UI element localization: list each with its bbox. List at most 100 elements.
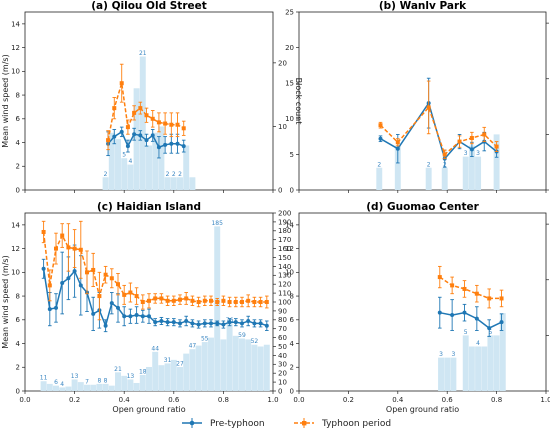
data-point [140, 300, 145, 304]
count-bar [499, 313, 506, 391]
data-point [47, 307, 52, 312]
data-point [437, 275, 442, 280]
panel-title: (c) Haidian Island [97, 201, 201, 213]
data-point [91, 311, 96, 316]
count-bar [183, 353, 190, 391]
data-point [469, 136, 474, 141]
data-point [169, 141, 174, 146]
count-bar [257, 346, 264, 391]
bar-count-label: 21 [114, 366, 122, 373]
count-bar [487, 335, 494, 391]
data-point [60, 281, 65, 286]
data-point [103, 272, 108, 277]
data-point [474, 316, 479, 321]
bar-count-label: 13 [71, 373, 79, 380]
data-point [112, 106, 117, 111]
data-point [109, 301, 114, 306]
data-point [196, 322, 201, 327]
data-point [437, 310, 442, 315]
data-point [181, 144, 186, 149]
right-y-tick-label: 0 [278, 186, 282, 194]
data-point [97, 294, 102, 299]
right-y-tick-label: 200 [278, 209, 291, 217]
count-bar [493, 335, 500, 391]
data-point [190, 298, 195, 303]
y-tick-label: 6 [290, 316, 295, 324]
data-point [178, 321, 182, 326]
data-point [252, 321, 257, 326]
y-tick-label: 0 [16, 387, 20, 395]
data-point [66, 276, 71, 281]
data-point [125, 144, 130, 149]
y-tick-label: 15 [285, 80, 294, 88]
data-point [450, 283, 455, 288]
right-y-tick-label: 40 [278, 352, 287, 360]
data-point [116, 282, 120, 287]
data-point [134, 313, 139, 318]
x-tick-label: 0.6 [442, 396, 454, 404]
count-bar [139, 56, 146, 190]
data-point [54, 246, 58, 251]
bar-count-label: 3 [439, 351, 443, 358]
count-bar [450, 357, 457, 391]
series-typhoon-period [106, 63, 186, 151]
data-point [112, 134, 117, 139]
data-point [125, 125, 130, 130]
data-point [462, 286, 467, 291]
data-point [132, 132, 137, 137]
data-point [163, 121, 168, 126]
count-bar [425, 167, 432, 190]
data-point [66, 245, 71, 250]
legend-item-typhoon-period: Typhoon period [294, 418, 391, 429]
count-bar [152, 132, 159, 190]
data-point [138, 106, 143, 111]
data-point [469, 147, 474, 152]
x-tick-label: 1.0 [267, 396, 278, 404]
data-point [103, 323, 108, 328]
right-y-tick-label: 130 [278, 272, 291, 280]
y-axis-label: Mean wind speed (m/s) [1, 255, 10, 348]
legend-marker-pre-typhoon [189, 420, 195, 426]
count-bar [170, 177, 177, 190]
data-point [134, 294, 139, 299]
y-tick-label: 4 [16, 340, 21, 348]
count-bar [214, 226, 221, 391]
count-bar [65, 386, 72, 391]
y-tick-label: 0 [290, 387, 294, 395]
count-bar [96, 383, 103, 391]
y-tick-label: 8 [16, 292, 20, 300]
data-point [169, 122, 174, 127]
data-point [175, 122, 180, 127]
x-axis-label: Open ground ratio [112, 405, 185, 414]
count-bar [90, 384, 97, 391]
y-tick-label: 12 [285, 245, 294, 253]
data-point [165, 320, 170, 325]
count-bar [201, 342, 208, 391]
y-tick-label: 6 [16, 115, 21, 123]
count-bar [263, 344, 270, 391]
right-y-tick-label: 150 [278, 254, 291, 262]
count-bar [158, 126, 165, 190]
count-bar [376, 167, 383, 190]
panel-title: (d) Guomao Center [366, 201, 479, 213]
y-axis-label: Mean wind speed (m/s) [1, 54, 10, 147]
data-point [128, 314, 133, 319]
count-bar [146, 145, 152, 190]
count-bar [133, 88, 140, 190]
bar-count-label: 52 [251, 338, 259, 345]
count-bar [475, 156, 482, 190]
data-point [202, 321, 207, 326]
count-bar [164, 363, 171, 391]
data-point [227, 300, 232, 304]
count-bar [239, 338, 245, 391]
bar-count-label: 6 [54, 379, 58, 386]
count-bar [139, 374, 146, 391]
x-tick-label: 0.8 [218, 396, 229, 404]
data-point [457, 139, 462, 144]
right-y-tick-label: 110 [278, 290, 291, 298]
series-line [42, 231, 267, 303]
data-point [122, 292, 127, 297]
data-point [378, 136, 383, 141]
x-tick-label: 0.2 [343, 396, 354, 404]
bar-count-label: 18 [139, 368, 147, 375]
